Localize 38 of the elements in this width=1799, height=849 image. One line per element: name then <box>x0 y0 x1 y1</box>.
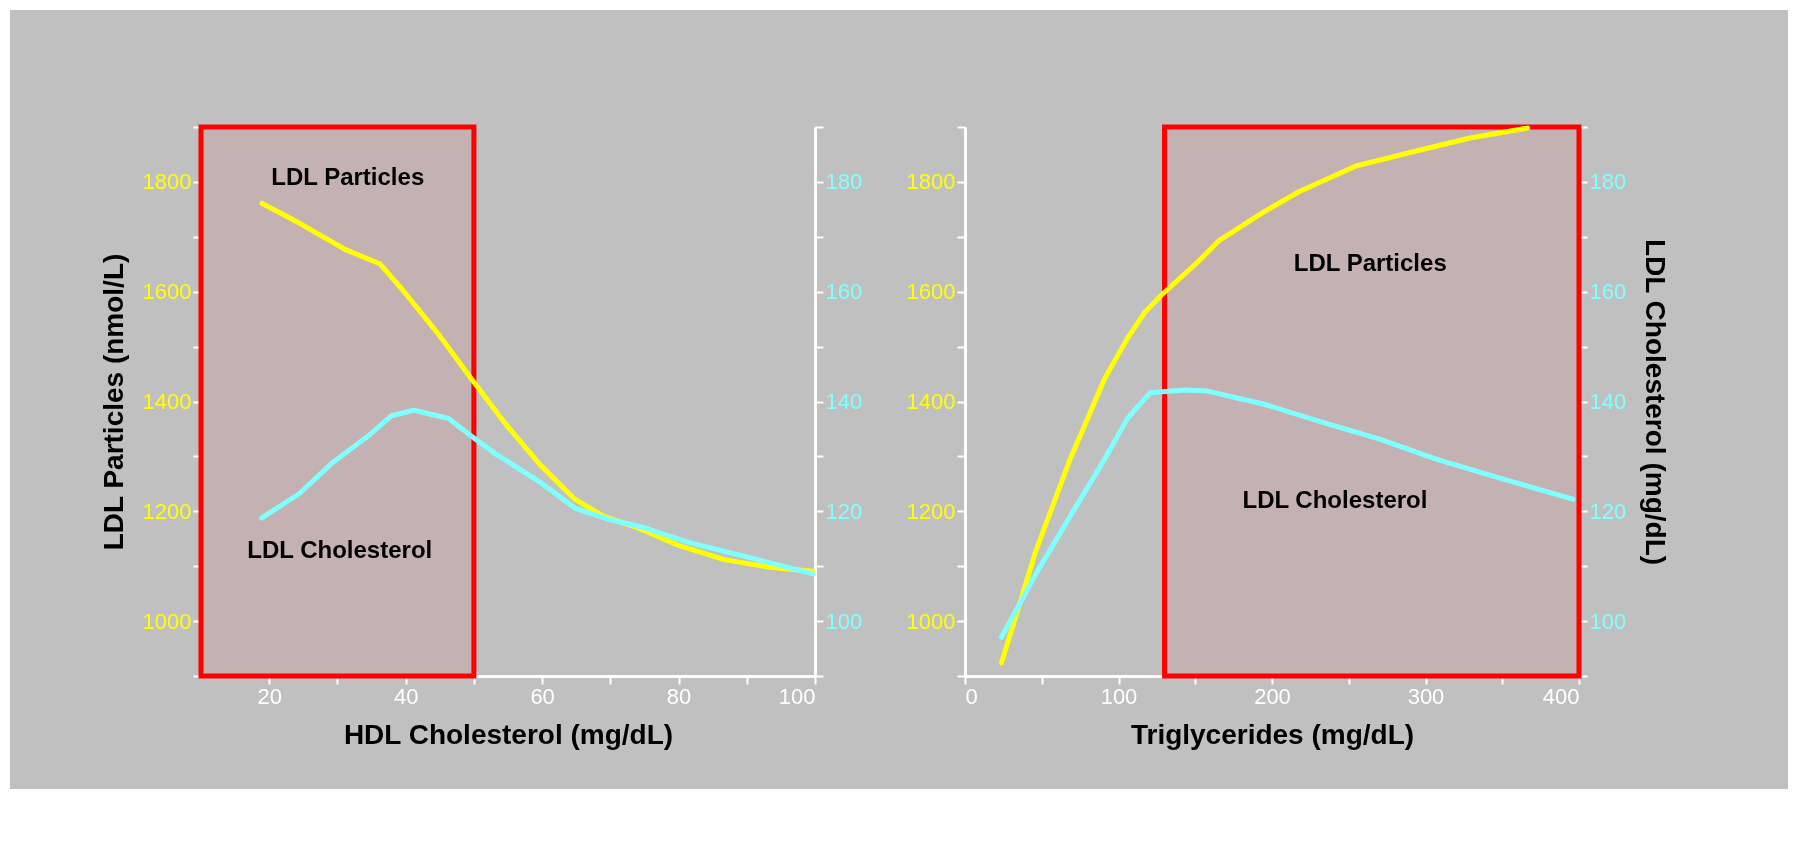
x-tick-label: 20 <box>257 683 282 709</box>
y2-tick-label: 120 <box>1589 498 1627 524</box>
y2-tick-label: 160 <box>825 279 863 305</box>
annotation: LDL Cholesterol <box>247 535 433 563</box>
y2-axis-title: LDL Cholesterol (mg/dL) <box>1640 238 1672 566</box>
annotation: LDL Cholesterol <box>1242 485 1428 513</box>
x-tick-label: 400 <box>1542 683 1580 709</box>
y2-tick-label: 160 <box>1589 279 1627 305</box>
y2-tick-label: 180 <box>1589 169 1627 195</box>
annotation: LDL Particles <box>1293 248 1447 276</box>
x-tick-label: 0 <box>965 683 978 709</box>
annotation: LDL Particles <box>271 162 425 190</box>
x-axis-title: HDL Cholesterol (mg/dL) <box>343 718 674 750</box>
y2-tick-label: 100 <box>825 608 863 634</box>
y-tick-label: 1200 <box>906 498 956 524</box>
x-tick-label: 200 <box>1254 683 1291 709</box>
x-tick-label: 80 <box>666 683 692 709</box>
y-tick-label: 1800 <box>142 169 192 195</box>
y-tick-label: 1600 <box>142 279 192 305</box>
y2-tick-label: 140 <box>1589 389 1627 414</box>
x-tick-label: 300 <box>1407 683 1445 709</box>
y-tick-label: 1600 <box>906 279 956 305</box>
y2-tick-label: 140 <box>825 389 863 414</box>
y-tick-label: 1800 <box>906 169 956 195</box>
x-axis-title: Triglycerides (mg/dL) <box>1130 718 1415 750</box>
y-tick-label: 1400 <box>906 389 956 414</box>
y2-tick-label: 120 <box>825 498 863 524</box>
x-tick-label: 100 <box>778 683 816 709</box>
x-tick-label: 100 <box>1100 683 1138 709</box>
y-tick-label: 1000 <box>906 608 956 634</box>
y-axis-title: LDL Particles (nmol/L) <box>97 253 129 551</box>
y2-tick-label: 100 <box>1589 608 1627 634</box>
y2-tick-label: 180 <box>825 169 863 195</box>
x-tick-label: 40 <box>393 683 419 709</box>
y-tick-label: 1400 <box>142 389 192 414</box>
x-tick-label: 60 <box>530 683 555 709</box>
y-tick-label: 1200 <box>142 498 192 524</box>
y-tick-label: 1000 <box>142 608 192 634</box>
